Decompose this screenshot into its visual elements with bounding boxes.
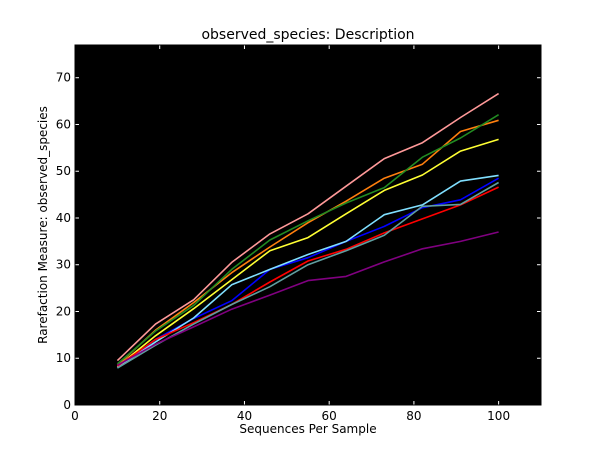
x-tick-label: 80 bbox=[406, 409, 421, 423]
chart-title: observed_species: Description bbox=[201, 27, 414, 43]
y-tick-label: 20 bbox=[56, 304, 71, 318]
x-tick-label: 100 bbox=[487, 409, 510, 423]
series-line-2 bbox=[116, 119, 499, 366]
series-line-1 bbox=[116, 92, 500, 362]
x-tick-label: 20 bbox=[152, 409, 167, 423]
tick-layer: 0 20 40 60 80 100 0 10 20 30 40 50 60 70 bbox=[56, 45, 541, 423]
y-tick-label: 0 bbox=[63, 398, 71, 412]
series-line-9 bbox=[117, 231, 499, 366]
y-tick-label: 10 bbox=[56, 351, 71, 365]
y-tick-label: 50 bbox=[56, 164, 71, 178]
series-line-6 bbox=[116, 174, 499, 369]
x-axis-label: Sequences Per Sample bbox=[239, 422, 376, 436]
series-layer bbox=[116, 92, 500, 369]
x-tick-label: 0 bbox=[71, 409, 79, 423]
series-line-4 bbox=[116, 138, 499, 368]
plot-frame bbox=[74, 44, 542, 406]
series-line-3 bbox=[116, 114, 500, 365]
x-tick-label: 40 bbox=[237, 409, 252, 423]
y-tick-label: 60 bbox=[56, 117, 71, 131]
y-tick-label: 40 bbox=[56, 211, 71, 225]
y-tick-label: 30 bbox=[56, 258, 71, 272]
y-axis-label: Rarefaction Measure: observed_species bbox=[36, 106, 50, 344]
series-line-8 bbox=[116, 181, 499, 369]
y-tick-label: 70 bbox=[56, 71, 71, 85]
series-line-7 bbox=[116, 186, 499, 367]
x-tick-label: 60 bbox=[322, 409, 337, 423]
